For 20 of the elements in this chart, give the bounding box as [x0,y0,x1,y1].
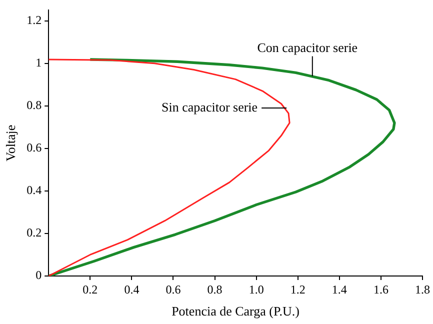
y-tick-label: 0.6 [26,140,42,155]
y-tick-label: 0.4 [26,183,42,198]
x-axis-title: Potencia de Carga (P.U.) [172,304,300,319]
x-tick-label: 1.0 [248,282,264,296]
y-tick-label: 0.8 [26,98,42,112]
x-tick-label: 1.2 [290,282,306,296]
y-tick-label: 1.2 [26,12,42,27]
x-tick-label: 1.4 [332,282,347,296]
x-tick-label: 1.8 [415,282,430,296]
x-tick-label: 0.4 [124,282,140,296]
x-tick-label: 1.6 [373,282,388,296]
annotation: Sin capacitor serie [162,99,258,114]
y-axis-title: Voltaje [3,124,18,162]
x-tick-label: 0.2 [82,282,98,296]
y-tick-label: 0 [36,268,42,282]
x-tick-label: 0.8 [207,282,222,296]
y-tick-label: 0.2 [26,226,42,240]
y-tick-label: 1 [36,56,42,70]
x-tick-label: 0.6 [166,282,181,296]
annotation: Con capacitor serie [257,40,358,56]
